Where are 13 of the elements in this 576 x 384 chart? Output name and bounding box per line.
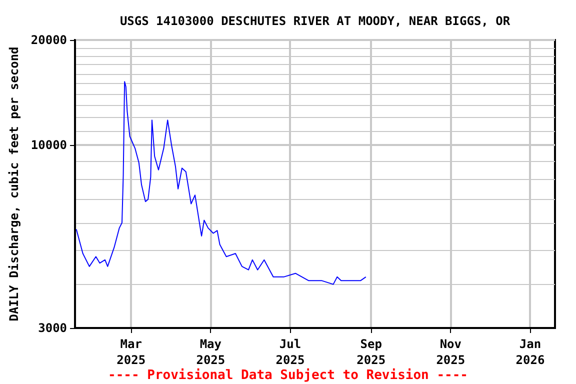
x-tick-label: Jul 2025 <box>276 337 305 367</box>
x-tick-label: Nov 2025 <box>436 337 466 367</box>
y-tick-label: 20000 <box>30 33 68 47</box>
y-axis-title: DAILY Discharge, cubic feet per second <box>7 46 21 322</box>
x-tick-label: Mar 2025 <box>116 337 146 367</box>
y-tick-label: 3000 <box>38 321 68 335</box>
x-tick-label: May 2025 <box>196 337 226 367</box>
x-tick-label: Sep 2025 <box>356 337 386 367</box>
x-tick-label: Jan 2026 <box>516 337 545 367</box>
chart-title: USGS 14103000 DESCHUTES RIVER AT MOODY, NEAR BIGGS, OR <box>120 14 511 28</box>
y-tick-label: 10000 <box>30 138 68 152</box>
line-series <box>76 81 366 285</box>
text: ---- Provisional Data Subject to Revision ---- <box>108 368 468 383</box>
